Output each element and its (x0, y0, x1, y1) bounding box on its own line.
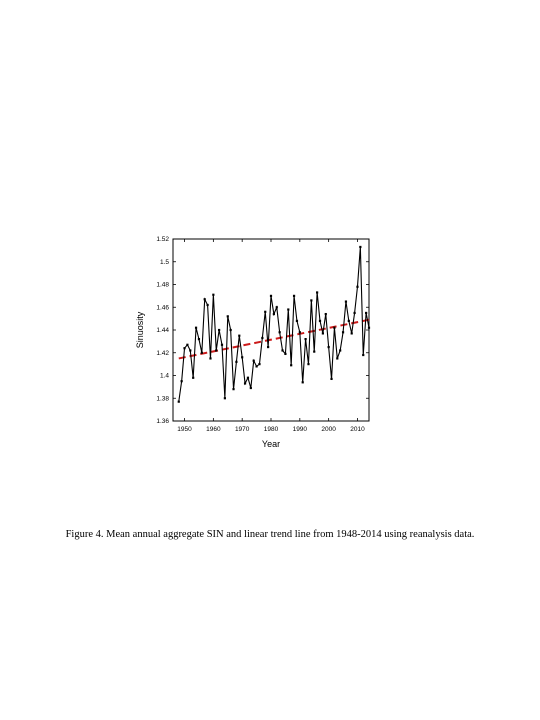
data-point (177, 400, 180, 403)
data-point (203, 298, 206, 301)
data-point (218, 328, 221, 332)
data-point (310, 299, 313, 302)
data-point (212, 293, 215, 296)
data-point (327, 345, 330, 349)
y-tick-label: 1.52 (156, 236, 169, 243)
data-point (192, 376, 195, 379)
data-point (267, 345, 270, 349)
data-point (183, 347, 186, 350)
y-tick-label: 1.36 (156, 418, 169, 425)
data-point (278, 331, 281, 334)
data-point (281, 349, 284, 352)
y-axis: 1.36 1.38 1.4 1.42 1.44 1.46 1.48 1.5 1.52 (156, 236, 369, 425)
data-point (232, 388, 235, 391)
figure-caption: Figure 4. Mean annual aggregate SIN and … (65, 529, 475, 540)
data-point (359, 245, 362, 249)
data-point (255, 365, 258, 368)
x-tick-label: 2010 (350, 426, 365, 433)
data-point (194, 326, 198, 329)
y-tick-label: 1.48 (156, 282, 169, 289)
data-point (186, 343, 189, 346)
x-axis-title: Year (262, 439, 280, 449)
data-point (350, 332, 353, 335)
data-point (347, 319, 350, 322)
data-point (333, 326, 336, 329)
data-point (356, 285, 359, 288)
data-point (344, 300, 348, 303)
data-point (365, 311, 368, 315)
y-tick-label: 1.44 (156, 327, 169, 334)
data-point (238, 334, 241, 337)
data-point (362, 353, 365, 357)
data-point (290, 364, 293, 367)
data-point (189, 349, 192, 352)
data-point (295, 319, 299, 322)
data-point (298, 331, 301, 334)
data-point (229, 328, 232, 332)
data-point (249, 386, 252, 390)
data-point (321, 332, 324, 335)
data-line (178, 246, 370, 402)
y-tick-label: 1.46 (156, 304, 169, 311)
trend-line (178, 318, 370, 360)
y-tick-label: 1.42 (156, 350, 169, 357)
data-point (353, 311, 356, 315)
data-point (269, 294, 273, 297)
data-point (313, 350, 316, 353)
data-point (336, 357, 339, 360)
data-point (252, 359, 255, 362)
x-tick-label: 1970 (235, 426, 250, 433)
x-tick-label: 1960 (206, 426, 221, 433)
data-point (272, 312, 275, 316)
data-point (215, 349, 218, 352)
data-point (197, 338, 201, 341)
data-point (341, 331, 345, 334)
y-axis-title: Sinuosity (135, 311, 145, 348)
data-point (324, 312, 327, 316)
data-point (241, 356, 244, 359)
data-points (177, 245, 371, 403)
plot-frame (172, 238, 370, 422)
data-point (258, 363, 261, 366)
data-point (235, 360, 238, 363)
x-axis: 1950 1960 1970 1980 1990 2000 2010 (177, 239, 365, 433)
data-point (209, 357, 212, 360)
x-tick-label: 1990 (293, 426, 308, 433)
data-point (243, 382, 247, 385)
data-point (206, 303, 209, 307)
data-point (275, 306, 278, 309)
data-point (200, 351, 203, 354)
data-point (330, 377, 333, 381)
x-tick-label: 2000 (321, 426, 336, 433)
y-tick-label: 1.5 (160, 259, 169, 266)
y-tick-label: 1.38 (156, 395, 169, 402)
data-point (264, 310, 267, 313)
data-point (246, 376, 250, 379)
data-point (339, 349, 342, 352)
data-point (261, 336, 264, 340)
x-tick-label: 1980 (264, 426, 279, 433)
data-point (220, 343, 224, 346)
data-point (180, 380, 183, 383)
data-point (318, 319, 322, 322)
data-point (284, 352, 287, 355)
data-point (301, 381, 304, 384)
data-point (287, 308, 290, 311)
data-point (226, 315, 229, 318)
data-point (307, 363, 310, 366)
data-point (223, 397, 226, 400)
data-point (367, 326, 371, 329)
data-point (292, 294, 296, 297)
data-point (316, 291, 319, 294)
data-point (304, 338, 307, 341)
x-tick-label: 1950 (177, 426, 192, 433)
y-tick-label: 1.4 (160, 373, 169, 380)
